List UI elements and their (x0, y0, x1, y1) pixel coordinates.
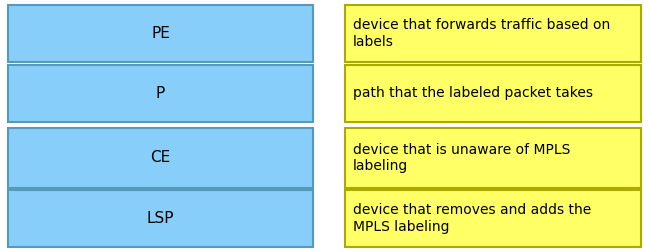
Text: device that removes and adds the
MPLS labeling: device that removes and adds the MPLS la… (353, 203, 591, 234)
Text: P: P (156, 86, 165, 101)
FancyBboxPatch shape (345, 65, 641, 122)
FancyBboxPatch shape (345, 128, 641, 188)
FancyBboxPatch shape (8, 5, 313, 62)
FancyBboxPatch shape (345, 190, 641, 247)
Text: path that the labeled packet takes: path that the labeled packet takes (353, 86, 593, 101)
Text: PE: PE (151, 26, 170, 41)
Text: LSP: LSP (147, 211, 174, 226)
FancyBboxPatch shape (8, 128, 313, 188)
FancyBboxPatch shape (8, 190, 313, 247)
Text: CE: CE (151, 150, 171, 166)
Text: device that forwards traffic based on
labels: device that forwards traffic based on la… (353, 18, 610, 49)
Text: device that is unaware of MPLS
labeling: device that is unaware of MPLS labeling (353, 143, 570, 173)
FancyBboxPatch shape (8, 65, 313, 122)
FancyBboxPatch shape (345, 5, 641, 62)
